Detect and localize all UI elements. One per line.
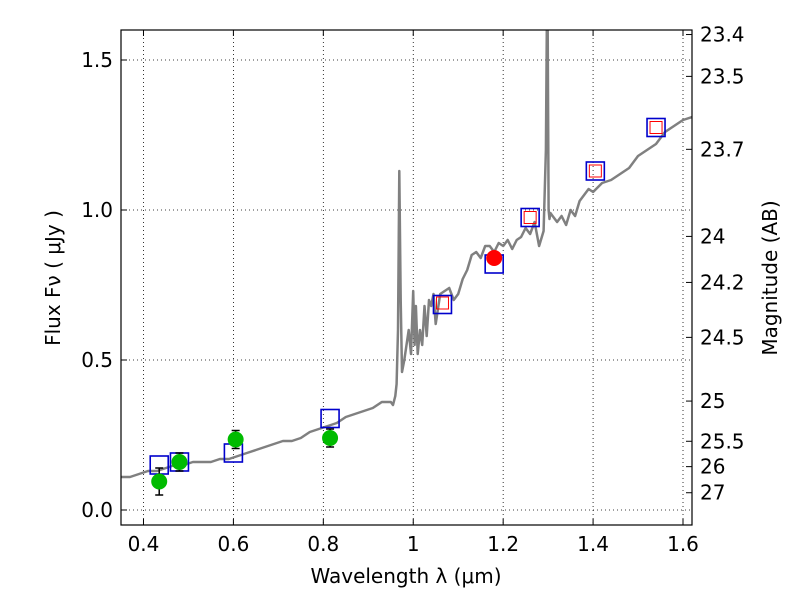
mag-tick-label: 24.2 (700, 270, 745, 294)
grid-lines (121, 30, 692, 525)
y-axis-left: 0.0 0.5 1.0 1.5 (81, 48, 127, 522)
x-tick-label: 1.4 (577, 532, 609, 556)
model-square-marker (432, 294, 453, 315)
observed-point (227, 431, 244, 448)
mag-tick-label: 27 (700, 481, 725, 505)
mag-tick-label: 25.5 (700, 429, 745, 453)
observed-point (322, 430, 339, 446)
markers-layer (149, 117, 666, 496)
x-tick-label: 1 (407, 532, 420, 556)
x-tick-label: 0.8 (307, 532, 339, 556)
spectrum-layer (121, 30, 692, 479)
x-tick-label: 1.2 (487, 532, 519, 556)
small-square-marker (649, 121, 663, 134)
mag-tick-label: 24.5 (700, 325, 745, 349)
model-square-marker (320, 408, 340, 429)
mag-tick-label: 25 (700, 389, 725, 413)
observed-point (486, 250, 503, 266)
mag-tick-label: 23.5 (700, 64, 745, 88)
mag-tick-label: 23.4 (700, 23, 745, 47)
model-square-marker (585, 161, 606, 181)
y-axis-right-label: Magnitude (AB) (758, 200, 782, 355)
model-square-marker (646, 117, 666, 138)
observed-point (151, 473, 168, 490)
y-tick-label: 0.0 (81, 498, 113, 522)
mag-tick-label: 23.7 (700, 137, 745, 161)
x-tick-label: 0.4 (128, 532, 160, 556)
small-square-marker (435, 296, 449, 310)
plot-frame (120, 29, 693, 526)
mag-tick-label: 24 (700, 224, 725, 248)
y-tick-label: 1.0 (81, 198, 113, 222)
y-axis-label: Flux Fν ( μJy ) (41, 210, 65, 346)
x-tick-label: 1.6 (667, 532, 699, 556)
x-axis: 0.4 0.6 0.8 1 1.2 1.4 1.6 (128, 30, 699, 556)
small-square-marker (588, 164, 602, 178)
observed-point (171, 454, 188, 470)
spectrum-line (121, 30, 692, 479)
y-tick-label: 1.5 (81, 48, 113, 72)
small-square-marker (523, 211, 537, 224)
y-tick-label: 0.5 (81, 348, 113, 372)
mag-tick-label: 26 (700, 455, 725, 479)
model-square-marker (520, 207, 540, 228)
x-axis-label: Wavelength λ (μm) (310, 564, 501, 588)
x-tick-label: 0.6 (217, 532, 249, 556)
